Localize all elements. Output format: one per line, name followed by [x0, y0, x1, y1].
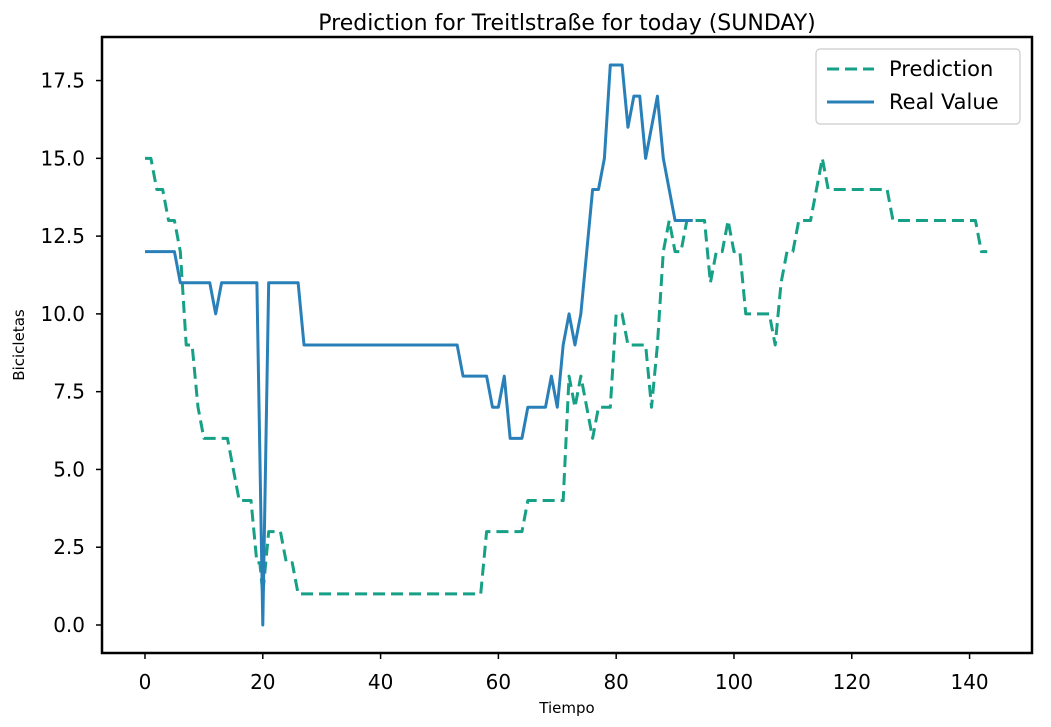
x-tick-label: 80 [603, 670, 628, 694]
y-tick-label: 15.0 [40, 146, 85, 170]
x-tick-label: 20 [250, 670, 275, 694]
series-line-prediction [145, 156, 988, 596]
y-tick-label: 2.5 [53, 535, 85, 559]
x-tick-label: 40 [368, 670, 393, 694]
series-lines [145, 63, 988, 627]
y-tick-label: 7.5 [53, 380, 85, 404]
chart-title: Prediction for Treitlstraße for today (S… [318, 11, 816, 36]
x-tick-label: 60 [486, 670, 511, 694]
x-axis-label: Tiempo [538, 699, 594, 717]
legend-label-prediction: Prediction [889, 57, 993, 81]
x-tick-label: 100 [715, 670, 753, 694]
y-tick-label: 17.5 [40, 69, 85, 93]
y-axis-ticks: 0.0 2.5 5.0 7.5 10.0 12.5 15.0 17.5 [40, 69, 102, 637]
legend: Prediction Real Value [815, 48, 1021, 125]
legend-label-real-value: Real Value [889, 90, 999, 114]
x-axis-ticks: 0 20 40 60 80 100 120 140 [139, 653, 989, 694]
y-axis-label: Bicicletas [10, 309, 28, 381]
y-tick-label: 10.0 [40, 302, 85, 326]
plot-frame [100, 35, 1034, 655]
x-tick-label: 0 [139, 670, 152, 694]
y-tick-label: 5.0 [53, 457, 85, 481]
x-tick-label: 120 [833, 670, 871, 694]
y-tick-label: 12.5 [40, 224, 85, 248]
y-tick-label: 0.0 [53, 613, 85, 637]
series-line-real-value [145, 63, 693, 627]
x-tick-label: 140 [950, 670, 988, 694]
